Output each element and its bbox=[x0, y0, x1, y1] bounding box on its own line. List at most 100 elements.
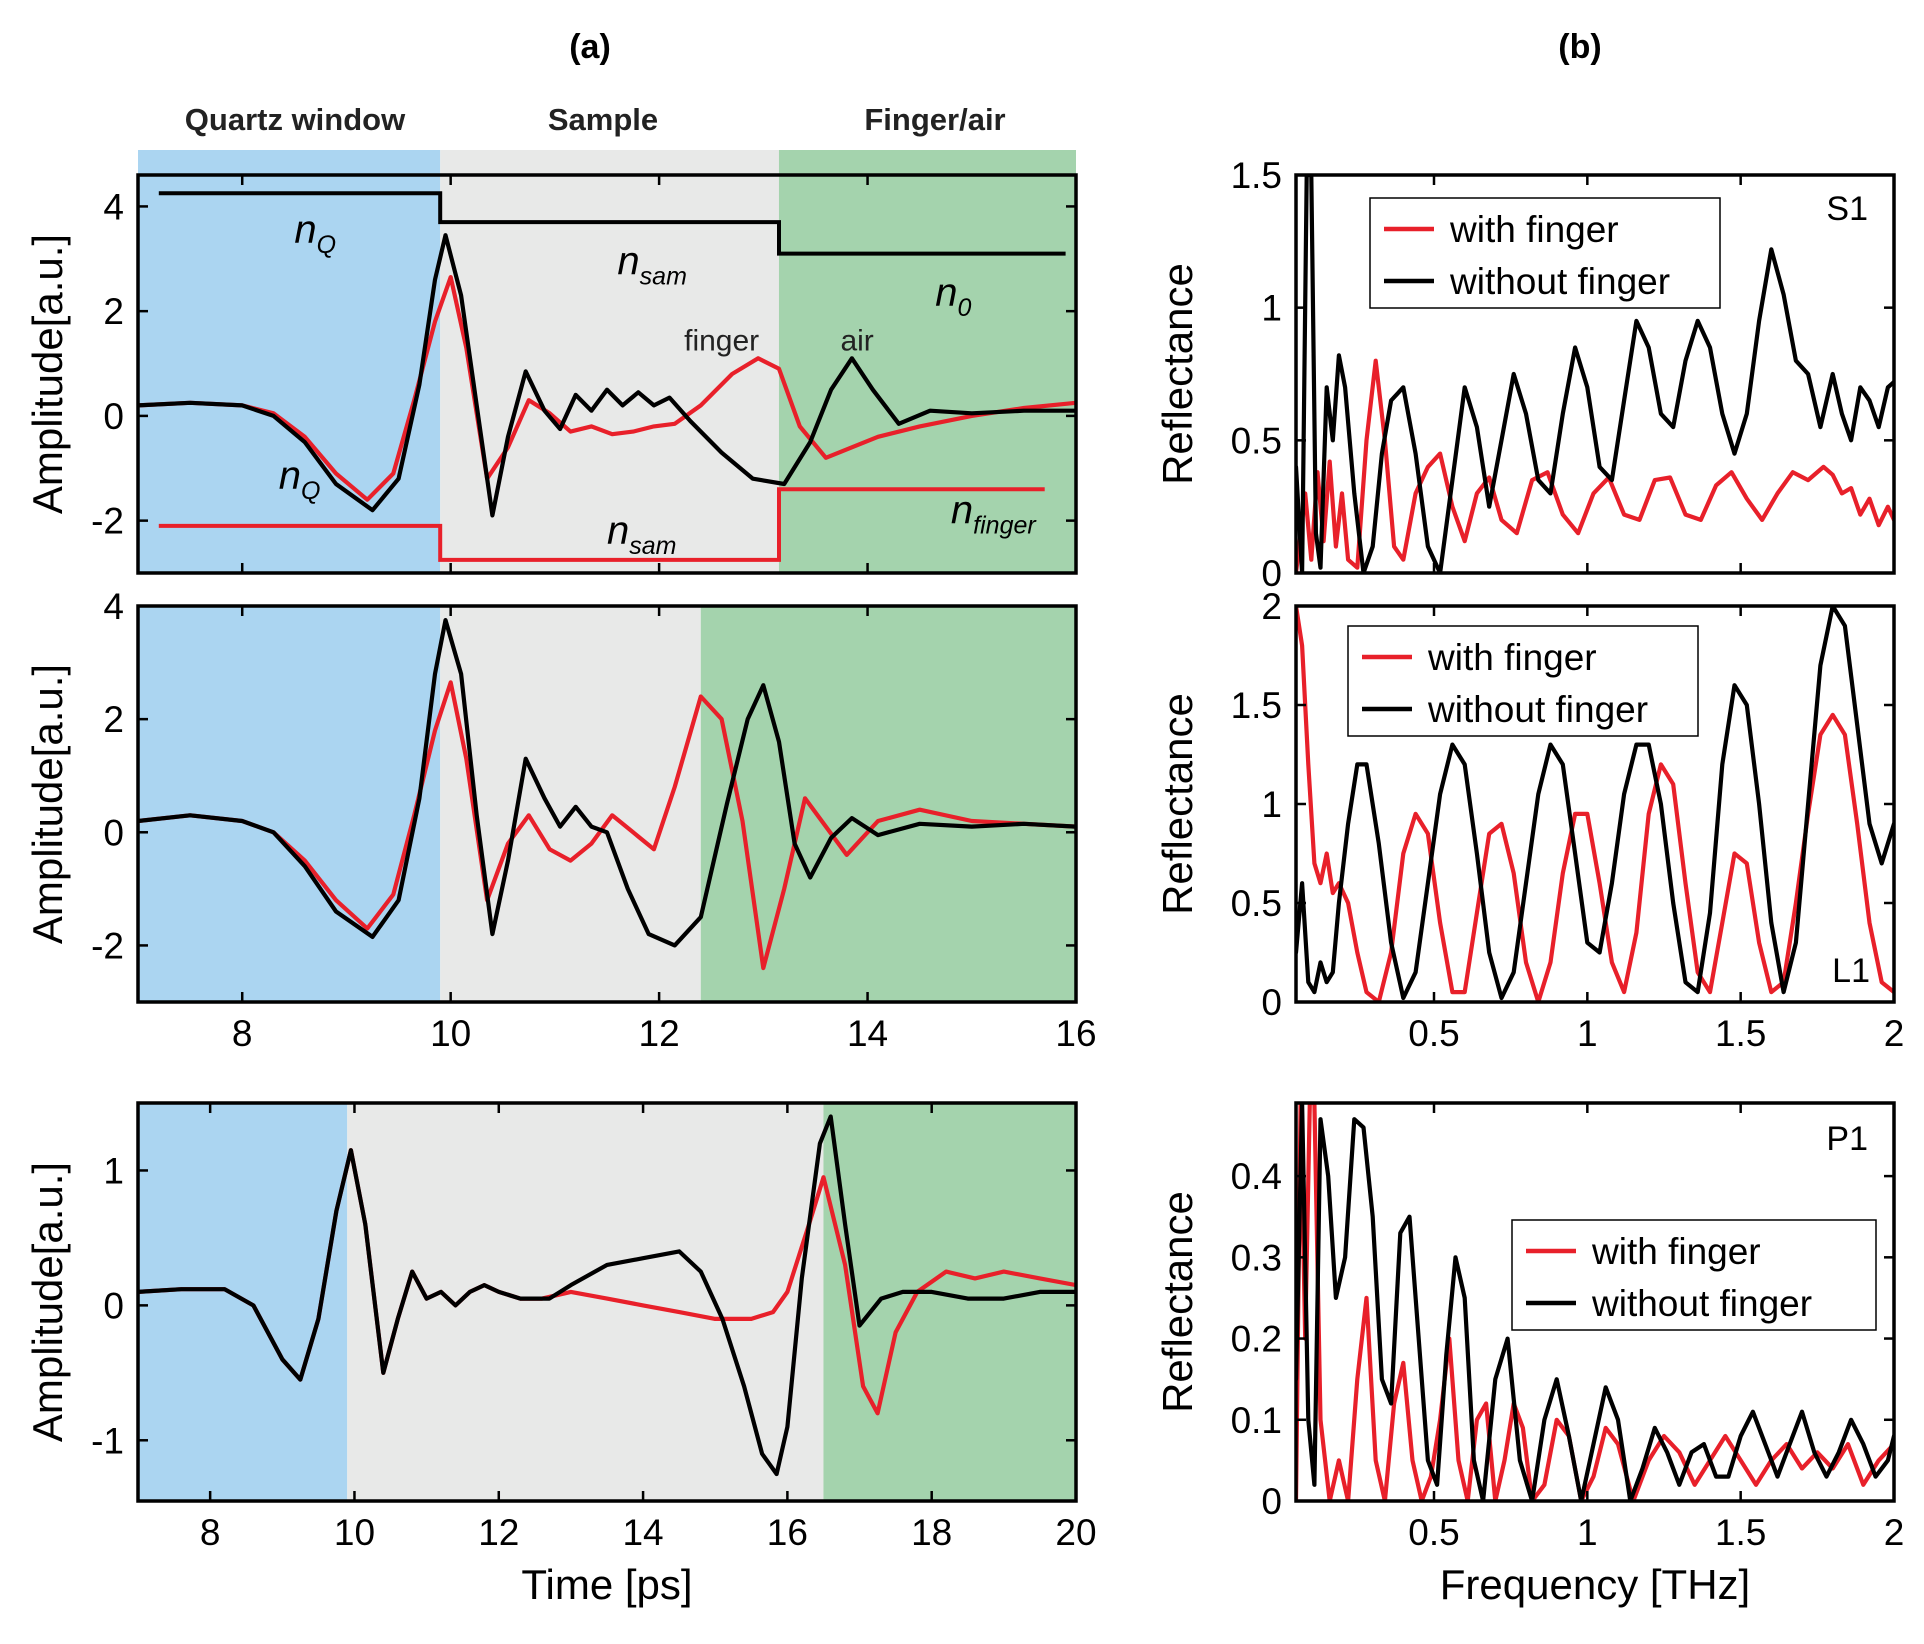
x-tick-label: 2 bbox=[1884, 1013, 1905, 1054]
y-tick-label: 1 bbox=[1261, 784, 1282, 825]
chart-b2: 0.5 1 1.5 2 0 0.5 1 1.5 2 Reflectance L1 with finge… bbox=[1154, 586, 1904, 1054]
y-tick-label: -2 bbox=[91, 501, 124, 542]
legend-entry-label: without finger bbox=[1591, 1283, 1812, 1324]
series-line-without_finger bbox=[138, 233, 1076, 518]
x-tick-label: 0.5 bbox=[1408, 1512, 1459, 1553]
series-line-without_finger bbox=[1296, 175, 1894, 573]
index-subscript: Q bbox=[317, 231, 336, 259]
index-main: n bbox=[279, 454, 301, 498]
series-line-with_finger bbox=[138, 680, 1076, 971]
region-quartz bbox=[138, 1103, 348, 1501]
y-tick-label: 0.2 bbox=[1231, 1319, 1282, 1360]
index-label: nfinger bbox=[951, 488, 1037, 539]
y-tick-label: 1 bbox=[1261, 288, 1282, 329]
x-tick-label: 16 bbox=[767, 1512, 808, 1553]
y-tick-label: 0.5 bbox=[1231, 883, 1282, 924]
y-tick-label: 0 bbox=[1261, 982, 1282, 1023]
panel-b-label: (b) bbox=[1558, 28, 1601, 66]
plot-area bbox=[1296, 1103, 1894, 1501]
series-line-without_finger bbox=[1296, 1103, 1894, 1501]
legend-entry-label: without finger bbox=[1449, 261, 1670, 302]
index-main: n bbox=[951, 488, 973, 532]
index-label: nsam bbox=[617, 240, 686, 291]
x-axis-label: Time [ps] bbox=[521, 1561, 692, 1608]
y-tick-label: 2 bbox=[1261, 586, 1282, 627]
header-finger-air: Finger/air bbox=[864, 102, 1005, 137]
y-tick-label: 0 bbox=[1261, 553, 1282, 594]
header-sample: Sample bbox=[548, 102, 658, 137]
plot-area bbox=[138, 617, 1076, 971]
header-quartz-window: Quartz window bbox=[185, 102, 406, 137]
x-tick-label: 10 bbox=[334, 1512, 375, 1553]
series-line-without_finger bbox=[138, 617, 1076, 948]
y-tick-label: -2 bbox=[91, 925, 124, 966]
series-line-with_finger bbox=[1296, 1103, 1894, 1501]
region-finger bbox=[778, 150, 1076, 573]
legend: with finger without finger bbox=[1511, 1219, 1877, 1331]
y-tick-label: 4 bbox=[103, 186, 124, 227]
y-tick-label: 0 bbox=[103, 1285, 124, 1326]
y-tick-label: 4 bbox=[103, 586, 124, 627]
y-tick-label: 0 bbox=[103, 396, 124, 437]
plot-area bbox=[1296, 606, 1894, 1002]
y-axis-label: Reflectance bbox=[1154, 693, 1201, 915]
y-axis-label: Amplitude[a.u.] bbox=[24, 664, 71, 944]
x-tick-label: 20 bbox=[1055, 1512, 1096, 1553]
legend-entry-label: with finger bbox=[1591, 1231, 1761, 1272]
chart-b1: 0 0.5 1 1.5 Reflectance S1 with finger without … bbox=[1154, 155, 1896, 594]
annotation-label: air bbox=[840, 324, 873, 357]
plot-frame bbox=[136, 1101, 1078, 1503]
series-line-without_finger bbox=[138, 1114, 1076, 1477]
index-subscript: sam bbox=[640, 263, 687, 291]
x-tick-label: 14 bbox=[622, 1512, 663, 1553]
y-tick-label: 0.1 bbox=[1231, 1400, 1282, 1441]
legend-box bbox=[1347, 625, 1699, 737]
x-tick-label: 12 bbox=[639, 1013, 680, 1054]
x-tick-label: 0.5 bbox=[1408, 1013, 1459, 1054]
x-tick-label: 10 bbox=[430, 1013, 471, 1054]
x-tick-label: 1.5 bbox=[1715, 1013, 1766, 1054]
y-tick-label: 1.5 bbox=[1231, 155, 1282, 196]
index-label: nQ bbox=[279, 454, 321, 505]
index-main: n bbox=[607, 509, 629, 553]
annotation-label: finger bbox=[684, 324, 759, 357]
region-finger bbox=[700, 606, 1076, 1002]
y-tick-label: 0 bbox=[1261, 1481, 1282, 1522]
region-sample bbox=[347, 1103, 824, 1501]
y-axis-label: Amplitude[a.u.] bbox=[24, 234, 71, 514]
sample-tag: L1 bbox=[1832, 952, 1870, 990]
y-tick-label: 2 bbox=[103, 291, 124, 332]
plot-area bbox=[138, 1114, 1076, 1477]
x-tick-label: 14 bbox=[847, 1013, 888, 1054]
plot-frame bbox=[136, 604, 1078, 1004]
x-tick-label: 16 bbox=[1055, 1013, 1096, 1054]
x-tick-label: 2 bbox=[1884, 1512, 1905, 1553]
x-tick-label: 1 bbox=[1577, 1512, 1598, 1553]
plot-frame bbox=[1294, 1101, 1896, 1503]
series-line-with_finger bbox=[138, 275, 1076, 502]
index-subscript: sam bbox=[629, 532, 676, 560]
index-main: n bbox=[294, 208, 316, 252]
legend-entry-label: with finger bbox=[1449, 209, 1619, 250]
plot-area bbox=[1296, 175, 1894, 573]
x-tick-label: 8 bbox=[232, 1013, 253, 1054]
series-line-with_finger bbox=[1296, 606, 1894, 1002]
sample-tag: S1 bbox=[1826, 190, 1868, 228]
y-axis-label: Reflectance bbox=[1154, 1191, 1201, 1413]
chart-a3: 8 10 12 14 16 18 20 -1 0 1 Amplitude[a.u.] Time [ps… bbox=[24, 1101, 1097, 1608]
index-label: nQ bbox=[294, 208, 336, 259]
series-line-with_finger bbox=[1296, 358, 1894, 573]
region-quartz bbox=[138, 606, 441, 1002]
x-axis-label: Frequency [THz] bbox=[1440, 1561, 1750, 1608]
sample-tag: P1 bbox=[1826, 1120, 1868, 1158]
series-line-without_finger bbox=[1296, 606, 1894, 1001]
x-tick-label: 8 bbox=[200, 1512, 221, 1553]
region-quartz bbox=[138, 150, 441, 573]
x-tick-label: 12 bbox=[478, 1512, 519, 1553]
y-tick-label: -1 bbox=[91, 1420, 124, 1461]
index-step-line-without_finger bbox=[158, 191, 1066, 256]
y-tick-label: 0.4 bbox=[1231, 1156, 1282, 1197]
index-subscript: finger bbox=[973, 511, 1037, 539]
